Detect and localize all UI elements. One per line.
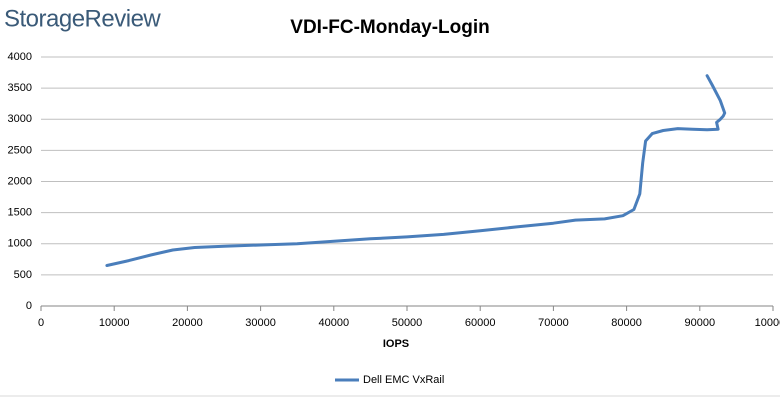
y-tick-label: 1000: [8, 238, 32, 250]
x-axis-label: IOPS: [383, 338, 409, 350]
x-tick-label: 70000: [538, 317, 569, 329]
x-tick-label: 100000: [755, 317, 780, 329]
x-tick-label: 60000: [465, 317, 496, 329]
x-tick-label: 10000: [99, 317, 130, 329]
x-tick-label: 20000: [172, 317, 203, 329]
y-tick-label: 2000: [8, 175, 32, 187]
x-tick-label: 90000: [685, 317, 716, 329]
brand-logo: StorageReview: [4, 5, 161, 32]
data-line: [105, 74, 727, 267]
x-tick-label: 0: [38, 317, 44, 329]
x-tick-label: 40000: [319, 317, 350, 329]
y-tick-label: 1500: [8, 207, 32, 219]
x-tick-label: 30000: [245, 317, 276, 329]
y-tick-label: 0: [26, 300, 32, 312]
y-tick-label: 500: [14, 269, 32, 281]
y-tick-label: 2500: [8, 144, 32, 156]
y-tick-label: 3500: [8, 82, 32, 94]
chart-title: VDI-FC-Monday-Login: [290, 17, 489, 38]
y-tick-label: 3000: [8, 113, 32, 125]
x-tick-label: 80000: [611, 317, 642, 329]
legend-label: Dell EMC VxRail: [363, 374, 444, 386]
x-tick-label: 50000: [392, 317, 423, 329]
y-tick-label: 4000: [8, 51, 32, 63]
